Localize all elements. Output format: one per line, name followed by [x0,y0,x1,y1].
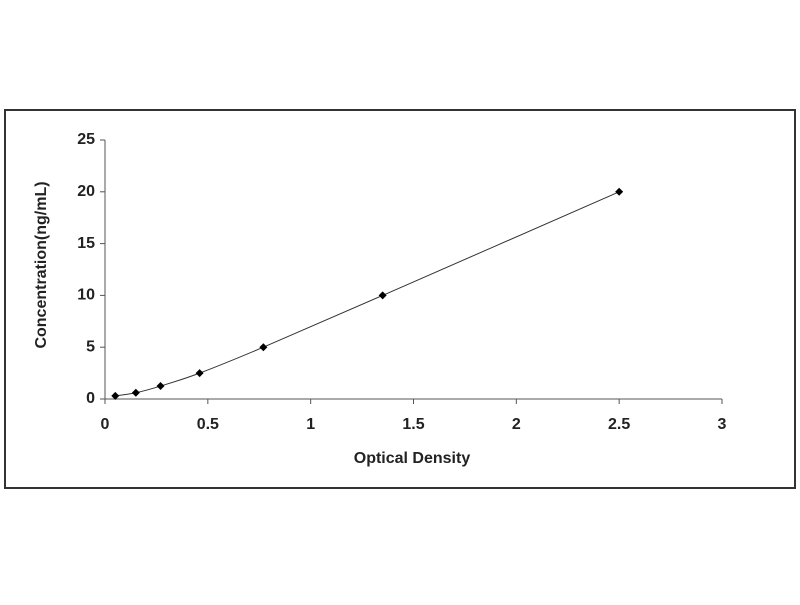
x-axis-label: Optical Density [354,450,471,467]
x-tick-label: 0.5 [197,416,219,433]
point [131,388,140,397]
x-tick-label: 2 [512,416,521,433]
point [195,369,204,378]
chart-frame [4,109,796,489]
point [615,187,624,196]
y-tick-label: 15 [77,235,95,252]
y-tick-label: 0 [86,390,95,407]
curve [115,191,620,397]
x-tick-label: 1.5 [402,416,424,433]
point [259,343,268,352]
point [378,291,387,300]
y-axis-label: Concentration(ng/mL) [33,181,50,348]
x-tick-label: 2.5 [608,416,630,433]
x-tick-label: 3 [718,416,727,433]
y-tick-label: 5 [86,338,95,355]
point [111,391,120,400]
y-tick-label: 20 [77,183,95,200]
y-tick-label: 10 [77,287,95,304]
point [156,382,165,391]
x-tick-label: 0 [101,416,110,433]
y-tick-label: 25 [77,131,95,148]
x-tick-label: 1 [306,416,315,433]
